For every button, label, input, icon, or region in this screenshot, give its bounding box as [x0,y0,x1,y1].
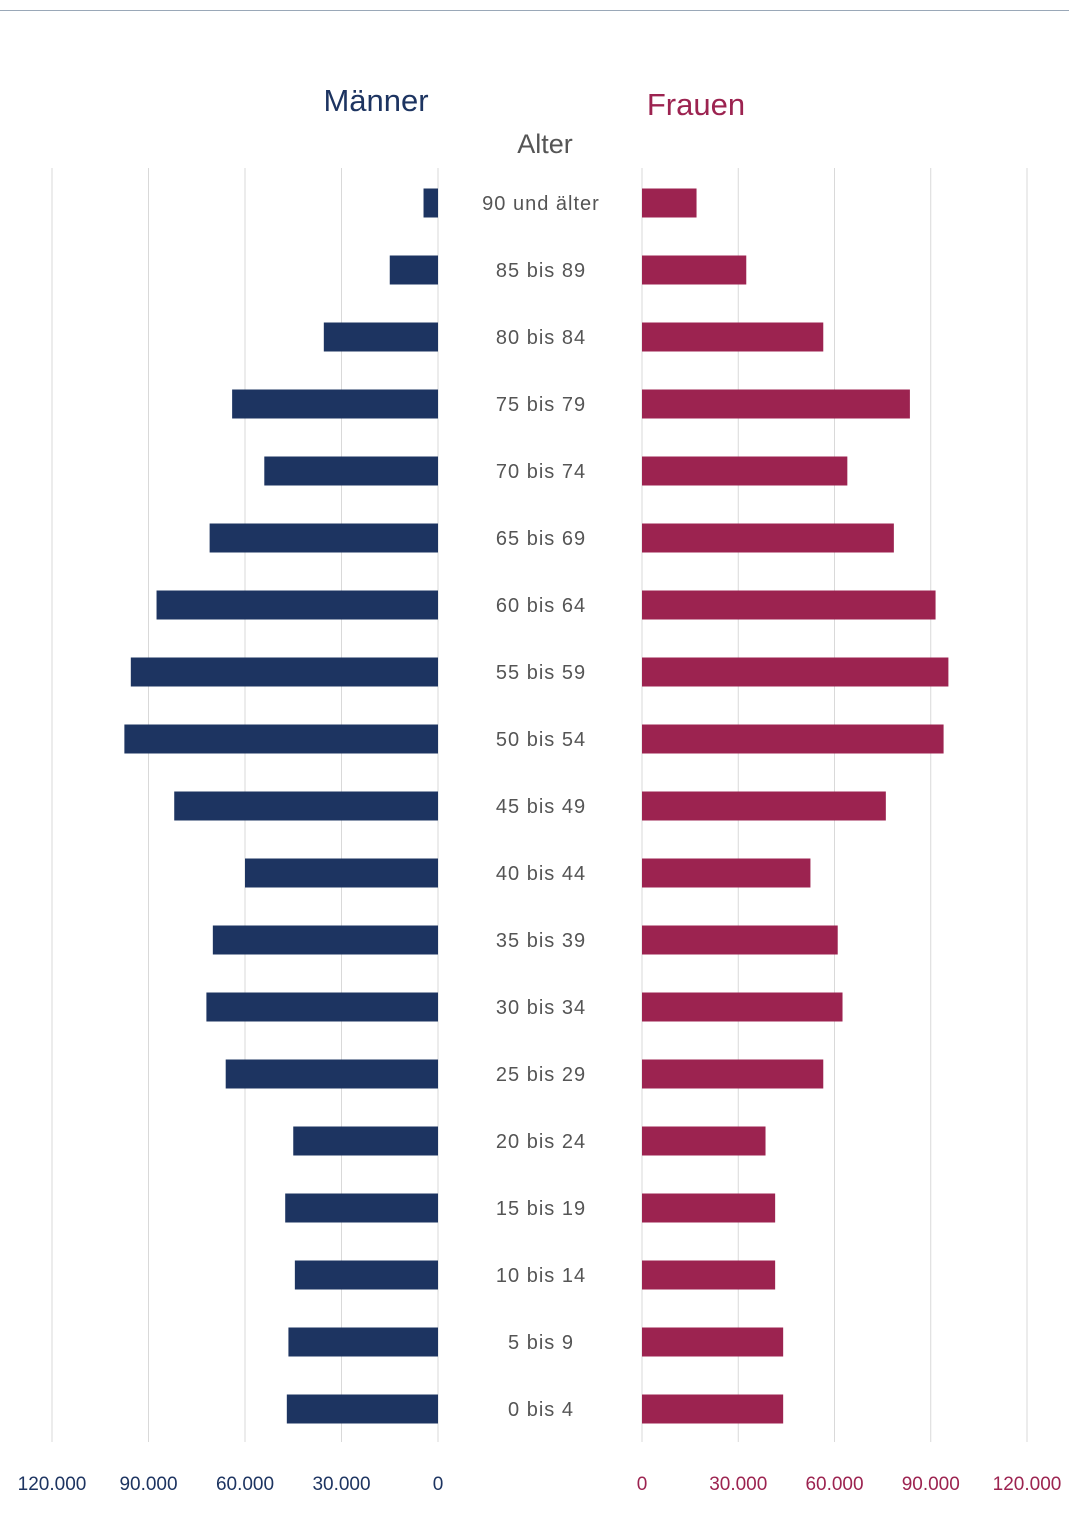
age-category-label: 65 bis 69 [496,528,586,550]
age-category-label: 90 und älter [482,193,600,215]
bar-women [642,791,886,821]
age-category-label: 60 bis 64 [496,595,586,617]
bar-men [124,724,438,754]
bar-men [285,1193,438,1223]
men-tick-label: 60.000 [216,1474,274,1495]
age-category-label: 45 bis 49 [496,796,586,818]
bar-men [294,1260,438,1290]
bar-men [245,858,438,888]
bar-women [642,1126,766,1156]
age-category-label: 75 bis 79 [496,394,586,416]
age-category-label: 50 bis 54 [496,729,586,751]
bar-men [174,791,438,821]
men-tick-label: 30.000 [312,1474,370,1495]
age-category-label: 85 bis 89 [496,260,586,282]
age-category-label: 0 bis 4 [508,1399,574,1421]
bar-men [286,1394,438,1424]
bar-women [642,389,910,419]
bar-women [642,1394,784,1424]
men-tick-label: 90.000 [119,1474,177,1495]
age-category-label: 20 bis 24 [496,1131,586,1153]
bar-men [293,1126,438,1156]
bar-women [642,925,838,955]
women-tick-label: 0 [637,1474,648,1495]
bar-men [212,925,438,955]
women-series-label: Frauen [647,87,745,122]
bar-men [232,389,438,419]
bar-men [225,1059,438,1089]
bar-men [288,1327,438,1357]
bar-women [642,590,936,620]
bar-women [642,523,894,553]
bar-men [130,657,438,687]
age-category-label: 35 bis 39 [496,930,586,952]
bar-men [156,590,438,620]
women-tick-label: 90.000 [902,1474,960,1495]
bar-women [642,1059,824,1089]
men-series-label: Männer [323,83,428,118]
bar-women [642,858,811,888]
age-category-label: 80 bis 84 [496,327,586,349]
men-tick-label: 0 [433,1474,444,1495]
bar-women [642,255,747,285]
age-category-label: 5 bis 9 [508,1332,574,1354]
bar-women [642,1327,784,1357]
women-tick-label: 60.000 [805,1474,863,1495]
bar-women [642,657,949,687]
age-category-label: 40 bis 44 [496,863,586,885]
bar-men [264,456,438,486]
age-category-label: 10 bis 14 [496,1265,586,1287]
bar-women [642,1260,776,1290]
age-category-label: 15 bis 19 [496,1198,586,1220]
bar-men [206,992,438,1022]
bar-women [642,724,944,754]
bar-women [642,188,697,218]
women-tick-label: 30.000 [709,1474,767,1495]
bar-women [642,456,848,486]
bar-women [642,992,843,1022]
bar-women [642,322,824,352]
bar-men [323,322,438,352]
bar-women [642,1193,776,1223]
age-axis-title: Alter [517,129,573,159]
men-tick-label: 120.000 [18,1474,87,1495]
top-divider [0,10,1069,11]
women-tick-label: 120.000 [993,1474,1062,1495]
age-category-label: 55 bis 59 [496,662,586,684]
age-category-label: 70 bis 74 [496,461,586,483]
bar-men [389,255,438,285]
age-category-label: 25 bis 29 [496,1064,586,1086]
bar-men [209,523,438,553]
bar-men [423,188,438,218]
age-category-label: 30 bis 34 [496,997,586,1019]
